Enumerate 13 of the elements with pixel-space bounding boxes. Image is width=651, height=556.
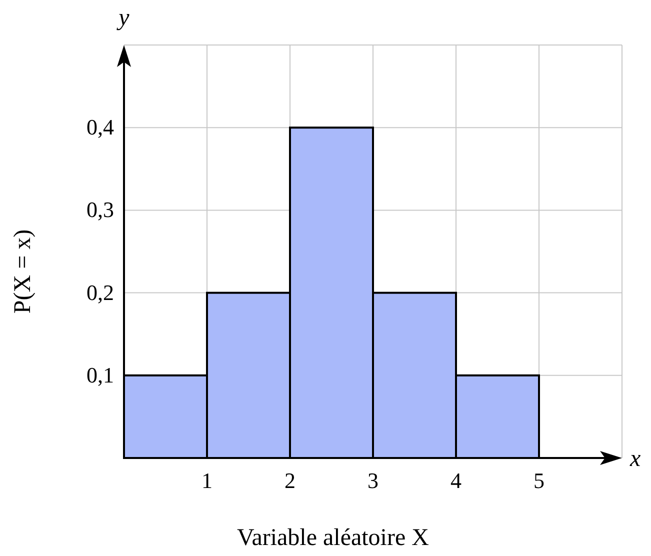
y-tick-label: 0,3 — [86, 197, 114, 222]
y-tick-label: 0,2 — [86, 280, 114, 305]
x-tick-label: 1 — [202, 468, 212, 493]
x-tick-label: 2 — [284, 468, 296, 493]
text: x — [629, 446, 641, 472]
y-tick-label: 0,4 — [86, 114, 114, 140]
y-axis-title: P(X = x) — [10, 229, 36, 314]
x-axis-title: Variable aléatoire X — [237, 525, 429, 551]
y-tick-label: 0,1 — [86, 362, 114, 388]
x-tick-label: 5 — [534, 468, 544, 493]
text: y — [116, 5, 130, 31]
x-tick-label: 3 — [368, 468, 378, 493]
x-tick-label: 4 — [450, 468, 462, 493]
